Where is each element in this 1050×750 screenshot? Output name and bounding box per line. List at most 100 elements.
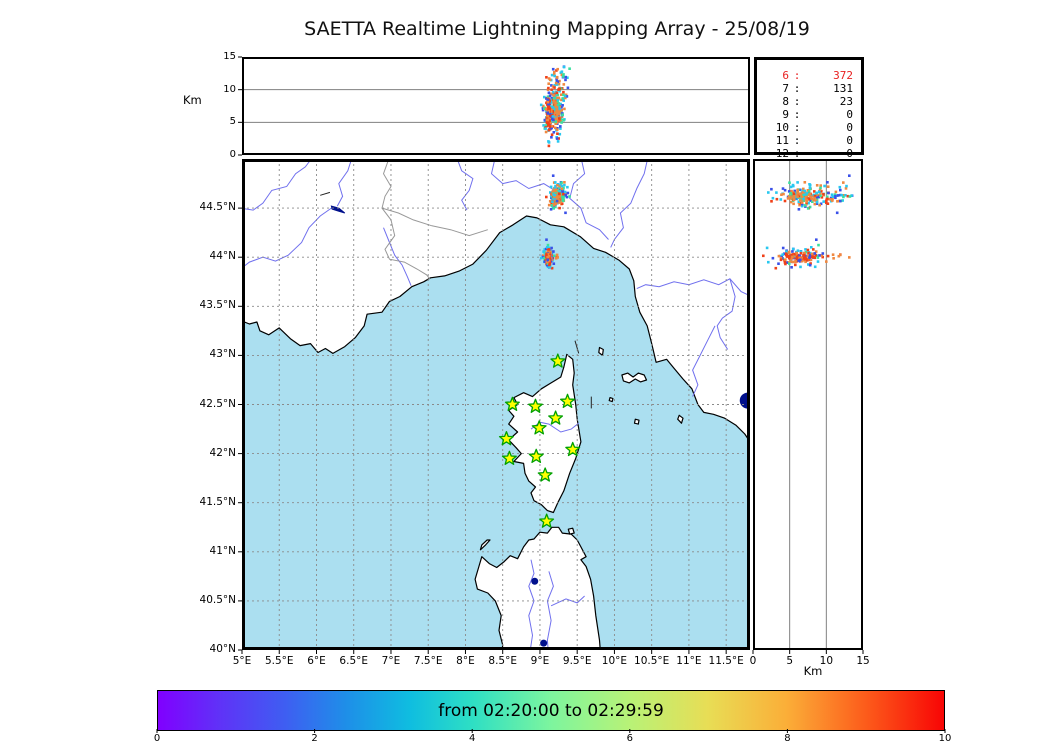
lightning-source-point	[785, 261, 789, 264]
lightning-source-point	[548, 104, 552, 107]
lightning-source-point	[802, 199, 805, 202]
lightning-source-point	[839, 188, 842, 192]
lightning-source-point	[819, 184, 822, 187]
lma-station-star	[528, 448, 544, 464]
river-line	[242, 159, 312, 211]
lightning-source-point	[802, 253, 805, 257]
lightning-source-point	[790, 266, 793, 269]
legend-colon: :	[793, 134, 801, 147]
lightning-source-point	[564, 96, 567, 100]
legend-cnt: 0	[846, 121, 853, 134]
lightning-source-point	[839, 253, 842, 257]
lightning-source-point	[545, 76, 548, 79]
right-panel-alt-tick-label: 0	[749, 655, 757, 667]
lightning-source-point	[826, 181, 829, 184]
lightning-source-point	[555, 109, 558, 112]
lightning-source-point	[799, 252, 803, 255]
lightning-source-point	[775, 191, 778, 194]
lightning-source-point	[560, 98, 563, 102]
lightning-source-point	[805, 198, 808, 202]
lightning-source-point	[565, 195, 569, 199]
lightning-source-point	[555, 75, 559, 79]
lightning-source-point	[809, 195, 812, 199]
lightning-source-point	[542, 104, 545, 108]
lightning-source-point	[554, 120, 557, 123]
lightning-source-point	[546, 262, 550, 265]
altitude-vs-longitude-panel	[242, 57, 750, 155]
lightning-source-point	[791, 247, 795, 251]
lightning-source-point	[807, 193, 811, 197]
lightning-source-point	[828, 198, 832, 201]
lightning-source-point	[779, 198, 783, 201]
lightning-source-point	[553, 186, 557, 190]
lightning-source-point	[762, 254, 765, 258]
lightning-source-point	[555, 106, 559, 109]
lightning-source-point	[543, 95, 546, 99]
lightning-source-point	[791, 253, 795, 257]
legend-row-alt-11: 11: 0	[757, 134, 861, 147]
lightning-source-point	[547, 109, 551, 113]
lightning-source-point	[784, 258, 787, 261]
lightning-source-point	[838, 185, 842, 189]
lightning-source-point	[812, 255, 815, 259]
lightning-source-point	[554, 184, 557, 188]
lightning-source-point	[552, 118, 555, 122]
lightning-source-point	[835, 211, 839, 215]
lightning-source-point	[805, 202, 808, 206]
lightning-source-point	[818, 254, 821, 257]
lightning-source-point	[813, 265, 817, 269]
lightning-source-point	[850, 194, 853, 197]
lightning-source-point	[554, 101, 557, 104]
lightning-source-point	[794, 260, 797, 264]
legend-alt: 12	[775, 147, 789, 160]
legend-row-alt-8: 8: 23	[757, 95, 861, 108]
lightning-source-point	[559, 127, 562, 130]
lightning-source-point	[556, 201, 559, 205]
lightning-source-point	[549, 92, 553, 96]
lightning-source-point	[562, 65, 566, 69]
lightning-source-point	[550, 73, 554, 77]
map-lat-tick-label: 44°N	[209, 250, 236, 263]
lightning-source-point	[558, 79, 561, 83]
lightning-source-point	[793, 189, 796, 193]
lightning-source-point	[836, 194, 840, 197]
lightning-source-point	[544, 247, 548, 251]
lightning-source-point	[561, 104, 564, 107]
lightning-source-point	[548, 114, 552, 117]
lightning-source-point	[848, 174, 851, 177]
lightning-source-point	[564, 78, 567, 82]
lightning-source-point	[551, 125, 555, 128]
lightning-source-point	[546, 100, 550, 104]
lightning-source-point	[560, 93, 563, 96]
lightning-source-point	[848, 256, 851, 259]
river-line	[336, 159, 353, 207]
lightning-source-point	[543, 118, 547, 122]
lightning-source-point	[808, 251, 812, 255]
lightning-source-point	[840, 193, 843, 197]
lightning-source-point	[546, 111, 549, 115]
legend-row-alt-7: 7: 131	[757, 82, 861, 95]
lightning-source-point	[557, 111, 561, 115]
lightning-source-point	[792, 198, 796, 201]
legend-alt: 11	[775, 134, 789, 147]
lightning-source-point	[552, 203, 556, 207]
lightning-source-point	[560, 187, 563, 191]
lightning-source-point	[798, 260, 802, 263]
lightning-source-point	[546, 252, 550, 256]
map-lon-tick-label: 8.5°E	[488, 655, 517, 667]
lightning-source-point	[813, 202, 817, 206]
map-lon-tick-label: 6°E	[307, 655, 326, 667]
lightning-source-point	[792, 195, 796, 198]
map-lon-tick-label: 8°E	[456, 655, 475, 667]
lightning-source-point	[777, 262, 780, 265]
altitude-vs-latitude-panel	[753, 159, 863, 650]
lightning-source-point	[568, 195, 571, 198]
lightning-source-point	[844, 194, 847, 197]
legend-cnt: 0	[846, 108, 853, 121]
top-panel-alt-tick-label: 0	[229, 149, 236, 160]
lightning-source-point	[550, 108, 554, 112]
lightning-source-point	[796, 195, 799, 198]
lightning-source-point	[795, 255, 799, 259]
lightning-source-point	[560, 121, 563, 124]
legend-alt: 8	[782, 95, 789, 108]
